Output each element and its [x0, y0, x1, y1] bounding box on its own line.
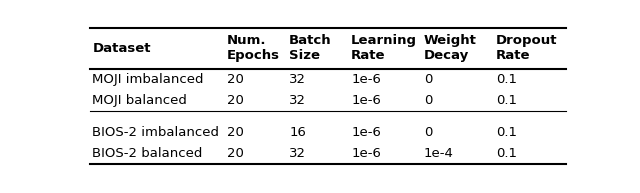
Text: 32: 32 [289, 147, 306, 160]
Text: Num.
Epochs: Num. Epochs [227, 34, 280, 62]
Text: Batch
Size: Batch Size [289, 34, 332, 62]
Text: 20: 20 [227, 94, 244, 107]
Text: 0: 0 [424, 94, 432, 107]
Text: Learning
Rate: Learning Rate [351, 34, 417, 62]
Text: 20: 20 [227, 126, 244, 139]
Text: 1e-6: 1e-6 [351, 73, 381, 86]
Text: 1e-4: 1e-4 [424, 147, 454, 160]
Text: 1e-6: 1e-6 [351, 126, 381, 139]
Text: MOJI imbalanced: MOJI imbalanced [92, 73, 204, 86]
Text: 32: 32 [289, 73, 306, 86]
Text: BIOS-2 balanced: BIOS-2 balanced [92, 147, 203, 160]
Text: Weight
Decay: Weight Decay [424, 34, 477, 62]
Text: 1e-6: 1e-6 [351, 147, 381, 160]
Text: 20: 20 [227, 147, 244, 160]
Text: 0.1: 0.1 [496, 126, 517, 139]
Text: 16: 16 [289, 126, 306, 139]
Text: 1e-6: 1e-6 [351, 94, 381, 107]
Text: 0: 0 [424, 73, 432, 86]
Text: 32: 32 [289, 94, 306, 107]
Text: Dropout
Rate: Dropout Rate [496, 34, 557, 62]
Text: 20: 20 [227, 73, 244, 86]
Text: 0.1: 0.1 [496, 147, 517, 160]
Text: 0.1: 0.1 [496, 94, 517, 107]
Text: BIOS-2 imbalanced: BIOS-2 imbalanced [92, 126, 220, 139]
Text: MOJI balanced: MOJI balanced [92, 94, 188, 107]
Text: 0: 0 [424, 126, 432, 139]
Text: Dataset: Dataset [92, 42, 151, 55]
Text: 0.1: 0.1 [496, 73, 517, 86]
